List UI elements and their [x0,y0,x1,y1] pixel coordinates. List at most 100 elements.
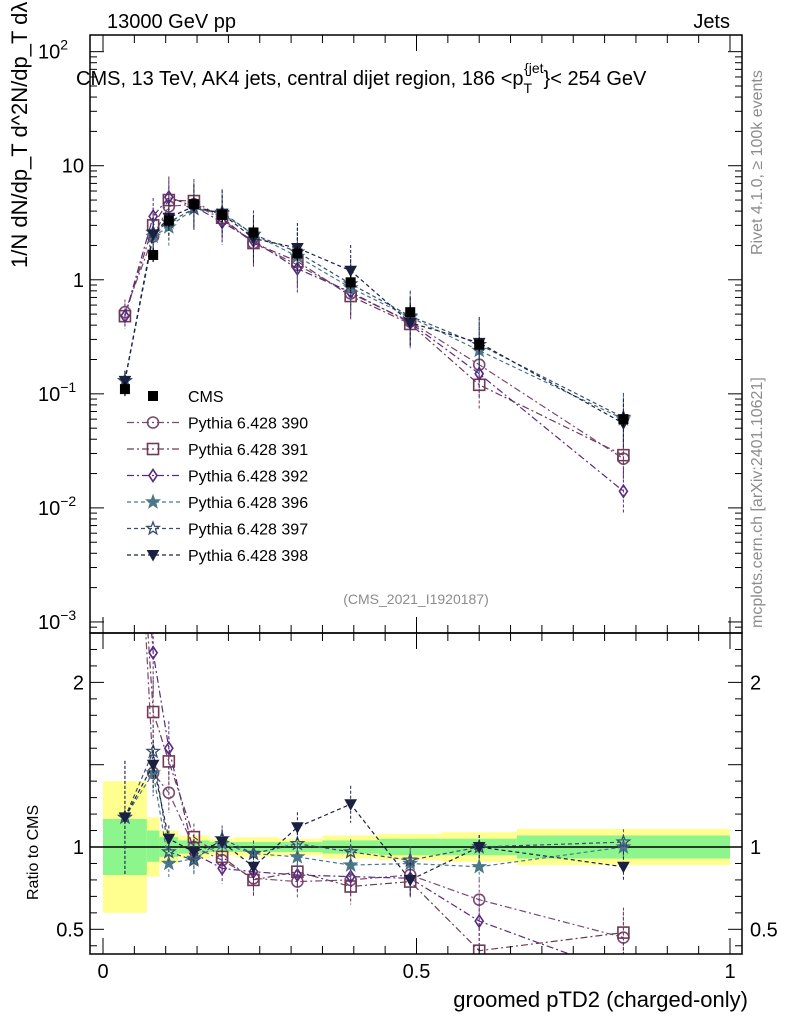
xtick-label-1: 0.5 [403,961,431,983]
series-5-point-0 [118,375,132,388]
main-panel-frame [89,34,743,634]
ratio-ytick-label-1: 1 [73,837,84,859]
legend-marker-0 [146,416,160,429]
ratio-ytick-label-right-1: 1 [750,837,761,859]
ratio-2-point-1 [148,645,159,661]
upper-ytick-label-3: 1 [73,270,84,292]
cms-point-0 [119,384,130,395]
cms-point-8 [405,307,416,318]
upper-ytick-label-0: 10−3 [38,607,76,634]
analysis-label: (CMS_2021_I1920187) [343,591,489,607]
xtick-label-0: 0 [97,961,108,983]
ratio-4-point-8 [402,851,419,867]
upper-ytick-label-4: 10 [62,156,84,178]
series-5-point-7 [344,265,358,278]
ratio-1-point-0 [119,282,130,293]
ratio-panel-frame [89,632,743,955]
ratio-2-point-10 [619,968,627,980]
ratio-5-point-6 [291,822,304,834]
ratio-4-point-2 [160,843,177,859]
legend-label-2: Pythia 6.428 392 [188,469,308,486]
legend-label-1: Pythia 6.428 391 [188,442,308,459]
tick-base: 10 [38,42,60,64]
ratio-marks [117,232,632,980]
series-1-point-10 [617,448,630,462]
x-axis-label: groomed pTD2 (charged-only) [453,987,748,1012]
ratio-4-point-6 [289,835,306,851]
legend-label-3: Pythia 6.428 396 [188,495,308,512]
legend-label-cms: CMS [188,389,224,406]
legend-marker-cms [148,391,158,401]
mcplots-label: mcplots.cern.ch [arXiv:2401.10621] [749,377,766,628]
ratio-5-point-10 [617,861,630,874]
cms-point-2 [163,215,174,226]
ratio-3-point-2 [160,855,177,871]
series-line-4 [124,208,624,419]
chart-title: CMS, 13 TeV, AK4 jets, central dijet reg… [76,60,647,96]
upper-ytick-label-2: 10−1 [38,379,76,406]
cms-point-3 [188,199,199,210]
cms-point-1 [148,249,159,260]
ratio-1-point-10 [617,926,630,939]
ratio-4-point-1 [145,743,162,759]
legend-label-5: Pythia 6.428 398 [188,548,308,565]
rivet-label: Rivet 4.1.0, ≥ 100k events [749,70,766,255]
cms-point-10 [618,414,629,425]
series-5-point-1 [146,229,160,241]
tick-exp: −1 [60,379,76,395]
series-2-point-9 [474,366,485,382]
tick-exp: −3 [60,607,76,623]
legend-marker-2 [148,468,158,483]
ratio-ytick-label-2: 2 [73,672,84,694]
ratio-0-point-2 [162,786,176,799]
ratio-axes: 0.5 0.5 1 1 2 2 0 0.5 1 [56,633,778,983]
legend-marker-5 [146,550,160,562]
upper-ytick-label-1: 10−2 [38,493,76,520]
legend-marker-3 [145,493,161,509]
cms-point-6 [292,248,303,259]
cms-point-9 [474,339,485,350]
ratio-2-point-9 [474,913,485,929]
band-inner-1 [146,830,160,862]
y-axis-label-ratio: Ratio to CMS [25,805,42,900]
ratio-2-point-6 [292,867,303,883]
xtick-label-2: 1 [724,961,735,983]
ratio-5-point-1 [146,759,160,772]
legend-marker-1 [146,442,160,456]
tick-base: 10 [38,498,60,520]
series-2-point-0 [119,308,130,324]
tick-base: 10 [38,612,60,634]
ratio-3-point-9 [471,858,488,874]
ratio-ytick-label-right-2: 2 [750,672,761,694]
ratio-4-point-10 [615,833,632,849]
legend-marker-4 [145,520,161,536]
legend-label-0: Pythia 6.428 390 [188,416,308,433]
ratio-5-point-7 [344,799,358,811]
ratio-line-3 [124,771,624,868]
ratio-5-point-3 [187,846,201,859]
y-axis-label-upper-text: 1/N dN/dp_T d^2N/dp_T dλ [7,2,32,268]
legend-label-4: Pythia 6.428 397 [188,522,308,539]
series-line-3 [124,208,624,420]
ratio-2-point-0 [121,281,129,293]
ratio-5-point-9 [472,842,486,854]
y-axis-label-upper: 1/N dN/dp_T d^2N/dp_T dλ [7,2,32,268]
series-2-point-10 [618,483,629,499]
tick-exp: 2 [60,37,68,53]
ratio-4-point-5 [245,845,262,861]
ratio-1-point-9 [472,944,486,954]
tick-exp: −2 [60,493,76,509]
ratio-4-point-7 [342,843,359,859]
cms-point-4 [217,209,228,220]
ratio-0-point-0 [119,232,130,243]
upper-marks [117,176,632,513]
ratio-4-point-3 [185,851,202,867]
ratio-5-point-2 [162,833,176,846]
ratio-2-point-2 [163,740,174,756]
header-right: Jets [693,11,730,33]
cms-point-5 [248,227,259,238]
ratio-5-point-4 [215,837,229,849]
cms-point-7 [345,277,356,288]
